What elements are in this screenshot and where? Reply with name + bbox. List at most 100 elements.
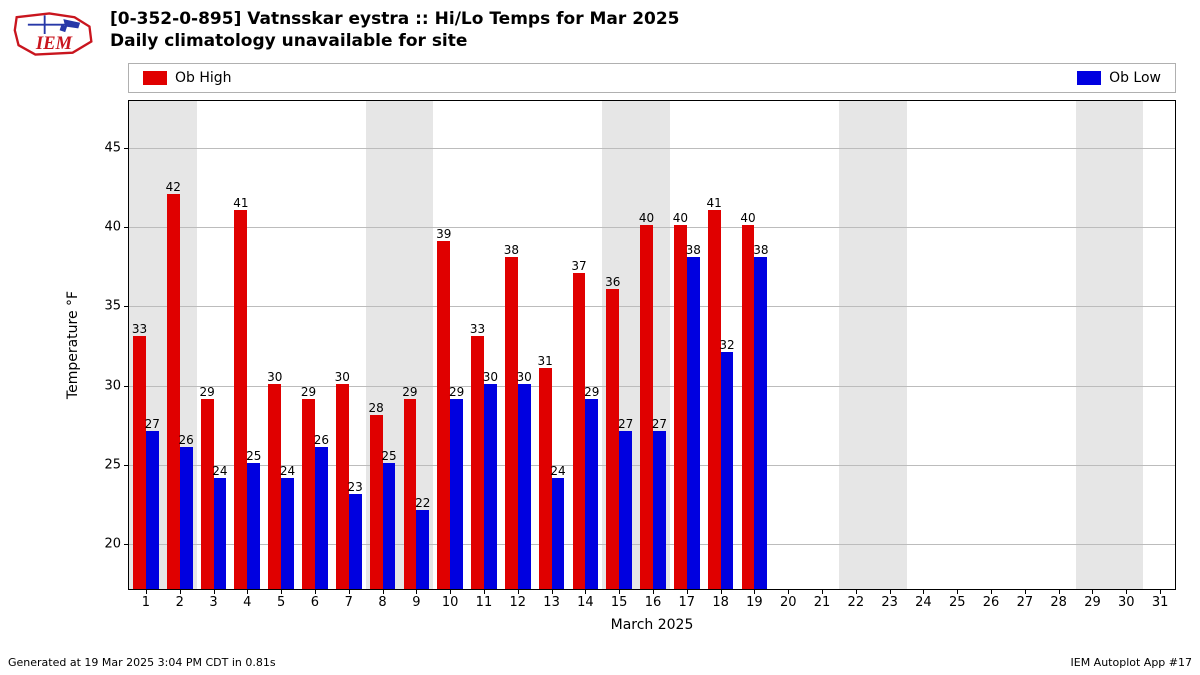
x-tick-label: 11	[476, 595, 493, 610]
high-bar	[234, 210, 247, 589]
low-bar-label: 32	[719, 338, 734, 352]
y-tick	[124, 227, 129, 228]
high-bar	[539, 368, 552, 589]
low-bar-label: 24	[550, 464, 565, 478]
high-bar	[437, 241, 450, 589]
x-tick-label: 23	[881, 595, 898, 610]
high-bar-label: 40	[639, 211, 654, 225]
weekend-band	[1076, 101, 1110, 589]
low-bar	[349, 494, 362, 589]
x-tick	[619, 589, 620, 594]
x-tick-label: 7	[345, 595, 353, 610]
high-bar-label: 33	[470, 322, 485, 336]
low-bar	[315, 447, 328, 589]
x-tick-label: 4	[243, 595, 251, 610]
x-tick	[957, 589, 958, 594]
legend: Ob High Ob Low	[128, 63, 1176, 93]
x-tick-label: 3	[209, 595, 217, 610]
y-tick-label: 40	[104, 220, 121, 235]
x-axis-label: March 2025	[611, 617, 694, 633]
x-tick	[1059, 589, 1060, 594]
x-tick-label: 29	[1084, 595, 1101, 610]
x-tick	[214, 589, 215, 594]
x-tick-label: 10	[442, 595, 459, 610]
high-bar-label: 30	[335, 370, 350, 384]
weekend-band	[1109, 101, 1143, 589]
x-tick	[788, 589, 789, 594]
high-bar	[573, 273, 586, 589]
legend-swatch-high	[143, 71, 167, 85]
x-tick-label: 25	[949, 595, 966, 610]
high-bar-label: 41	[233, 196, 248, 210]
weekend-band	[873, 101, 907, 589]
low-bar	[552, 478, 565, 589]
low-bar-label: 22	[415, 496, 430, 510]
x-tick	[856, 589, 857, 594]
x-tick	[349, 589, 350, 594]
x-tick	[923, 589, 924, 594]
legend-swatch-low	[1077, 71, 1101, 85]
high-bar	[640, 225, 653, 589]
high-bar-label: 37	[571, 259, 586, 273]
low-bar	[146, 431, 159, 589]
x-tick-label: 13	[543, 595, 560, 610]
x-tick-label: 6	[311, 595, 319, 610]
x-tick-label: 24	[915, 595, 932, 610]
y-tick-label: 20	[104, 536, 121, 551]
high-bar	[404, 399, 417, 589]
low-bar-label: 38	[753, 243, 768, 257]
high-bar	[167, 194, 180, 589]
weekend-band	[839, 101, 873, 589]
low-bar	[585, 399, 598, 589]
high-bar	[505, 257, 518, 589]
high-bar	[606, 289, 619, 589]
low-bar	[214, 478, 227, 589]
low-bar	[484, 384, 497, 589]
x-tick-label: 22	[848, 595, 865, 610]
x-tick-label: 12	[509, 595, 526, 610]
low-bar-label: 26	[314, 433, 329, 447]
x-tick	[1092, 589, 1093, 594]
x-tick	[1160, 589, 1161, 594]
y-tick	[124, 544, 129, 545]
x-tick-label: 30	[1118, 595, 1135, 610]
y-tick	[124, 465, 129, 466]
low-bar-label: 27	[652, 417, 667, 431]
x-tick	[450, 589, 451, 594]
legend-label-low: Ob Low	[1109, 70, 1161, 86]
low-bar-label: 38	[686, 243, 701, 257]
y-tick-label: 45	[104, 141, 121, 156]
low-bar	[281, 478, 294, 589]
high-bar-label: 36	[605, 275, 620, 289]
chart-title: [0-352-0-895] Vatnsskar eystra :: Hi/Lo …	[110, 8, 680, 52]
high-bar	[302, 399, 315, 589]
x-tick	[653, 589, 654, 594]
legend-label-high: Ob High	[175, 70, 232, 86]
x-tick	[552, 589, 553, 594]
y-axis-label: Temperature °F	[65, 291, 81, 399]
x-tick	[484, 589, 485, 594]
x-tick-label: 26	[983, 595, 1000, 610]
x-tick	[991, 589, 992, 594]
x-tick-label: 1	[142, 595, 150, 610]
low-bar-label: 26	[178, 433, 193, 447]
plot-area: Temperature °F March 2025 20253035404512…	[128, 100, 1176, 590]
high-bar-label: 42	[166, 180, 181, 194]
x-tick	[416, 589, 417, 594]
low-bar-label: 25	[381, 449, 396, 463]
x-tick-label: 8	[378, 595, 386, 610]
y-tick	[124, 148, 129, 149]
x-tick-label: 2	[176, 595, 184, 610]
low-bar-label: 29	[584, 385, 599, 399]
low-bar-label: 24	[280, 464, 295, 478]
x-tick-label: 15	[611, 595, 628, 610]
svg-text:IEM: IEM	[35, 33, 74, 54]
title-line-1: [0-352-0-895] Vatnsskar eystra :: Hi/Lo …	[110, 8, 680, 30]
low-bar	[653, 431, 666, 589]
high-bar-label: 41	[707, 196, 722, 210]
low-bar	[450, 399, 463, 589]
high-bar-label: 28	[368, 401, 383, 415]
x-tick-label: 19	[746, 595, 763, 610]
x-tick	[1025, 589, 1026, 594]
high-bar-label: 29	[402, 385, 417, 399]
